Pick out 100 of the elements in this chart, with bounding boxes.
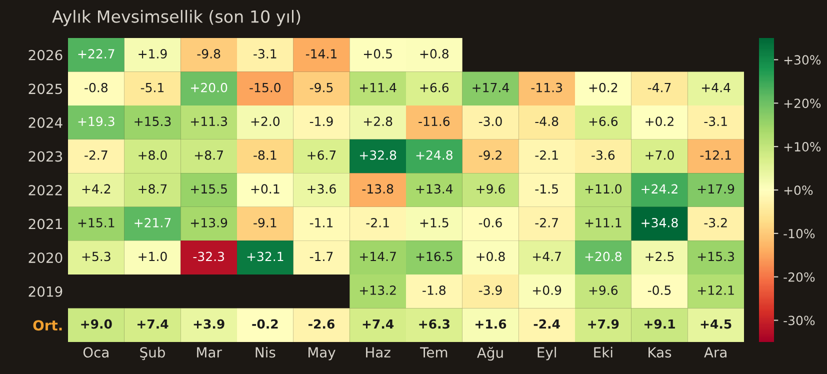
y-tick-label: 2026 — [28, 50, 62, 60]
y-tick-label: Ort. — [33, 320, 62, 331]
data-label: +22.7 — [78, 49, 114, 58]
x-tick-label: Haz — [366, 347, 390, 358]
data-label: -9.1 — [254, 218, 276, 228]
data-label: +0.1 — [251, 184, 280, 194]
x-tick-label: Kas — [648, 347, 672, 358]
data-label: +11.1 — [585, 218, 622, 228]
data-label: +34.8 — [642, 218, 678, 228]
data-label: +7.9 — [588, 319, 619, 329]
data-label: +8.7 — [138, 184, 167, 194]
data-label: -1.5 — [535, 184, 558, 194]
data-label: +14.7 — [360, 252, 396, 262]
data-label: +9.6 — [589, 286, 618, 295]
data-label: -0.5 — [648, 286, 671, 295]
color-bar-label: -30% — [784, 316, 815, 326]
data-label: +32.1 — [247, 252, 284, 262]
data-label: +9.6 — [476, 184, 505, 194]
data-label: +6.6 — [420, 82, 449, 92]
data-label: +20.8 — [585, 252, 622, 262]
data-label: -2.4 — [534, 319, 560, 329]
x-tick-label: Şub — [140, 346, 165, 360]
data-label: +4.2 — [82, 184, 110, 194]
x-tick-label: Ara — [704, 347, 726, 358]
data-label: +1.9 — [138, 49, 167, 59]
data-label: -11.3 — [531, 82, 562, 92]
data-label: +17.9 — [698, 184, 734, 194]
data-label: +7.4 — [138, 319, 168, 329]
data-label: -9.2 — [478, 150, 502, 160]
data-label: -32.3 — [193, 252, 224, 262]
data-label: +15.3 — [134, 116, 171, 126]
data-label: -2.7 — [535, 218, 558, 228]
data-label: +13.9 — [191, 218, 228, 228]
data-label: -3.9 — [478, 286, 502, 295]
x-tick-label: May — [308, 347, 336, 360]
x-tick-label: Eki — [594, 346, 612, 358]
data-label: -3.2 — [704, 218, 727, 228]
data-label: +15.3 — [698, 252, 734, 262]
y-tick-label: 2025 — [28, 84, 62, 94]
data-label: +4.4 — [702, 83, 730, 92]
color-bar-label: +20% — [784, 98, 821, 108]
data-label: +16.5 — [416, 252, 452, 262]
data-label: +4.7 — [532, 252, 561, 262]
data-label: +3.9 — [194, 319, 224, 329]
data-label: -3.0 — [478, 116, 502, 126]
data-label: -12.1 — [700, 150, 731, 160]
data-label: +1.6 — [476, 319, 506, 329]
data-label: +9.1 — [644, 319, 675, 329]
data-label: +0.9 — [532, 286, 562, 295]
y-tick-label: 2020 — [28, 252, 62, 264]
data-label: +0.8 — [476, 252, 505, 262]
data-label: -2.1 — [366, 218, 389, 228]
color-bar-label: +0% — [784, 185, 813, 195]
data-label: -1.9 — [310, 116, 333, 126]
data-label: -15.0 — [250, 82, 281, 92]
data-label: +3.6 — [308, 184, 336, 194]
x-tick-label: Nis — [256, 346, 276, 358]
color-bar-label: -20% — [784, 272, 815, 282]
color-bar-label: -10% — [784, 228, 815, 238]
data-label: +6.7 — [308, 150, 336, 160]
data-label: -1.1 — [310, 218, 333, 228]
data-label: +0.5 — [364, 49, 392, 59]
data-label: +8.7 — [194, 150, 223, 160]
data-label: +11.3 — [191, 116, 227, 126]
data-label: +0.8 — [420, 49, 448, 59]
data-label: -11.6 — [418, 116, 450, 126]
y-tick-label: 2021 — [28, 218, 62, 230]
data-label: +11.0 — [585, 184, 622, 194]
data-label: +9.0 — [81, 319, 112, 329]
y-tick-label: 2024 — [28, 117, 62, 128]
data-label: +1.0 — [138, 252, 167, 262]
data-label: +15.1 — [78, 218, 114, 228]
data-label: +24.8 — [416, 150, 452, 160]
data-label: -4.8 — [535, 116, 558, 126]
data-label: +13.2 — [360, 286, 396, 295]
data-label: -14.1 — [306, 49, 337, 58]
data-label: +4.5 — [700, 319, 732, 329]
data-label: -3.6 — [592, 150, 615, 160]
data-label: +7.4 — [362, 319, 394, 329]
data-label: +2.5 — [646, 252, 674, 262]
data-label: +32.8 — [360, 150, 396, 160]
x-tick-label: Eyl — [538, 346, 556, 360]
data-label: -0.8 — [84, 82, 108, 92]
data-label: +13.4 — [416, 184, 453, 194]
data-label: +2.0 — [251, 116, 280, 126]
data-label: -1.7 — [310, 252, 333, 262]
data-label: +0.2 — [589, 82, 618, 92]
chart-title: Aylık Mevsimsellik (son 10 yıl) — [52, 10, 300, 26]
data-label: -9.5 — [310, 82, 333, 92]
data-label: -1.8 — [422, 286, 446, 295]
x-tick-label: Ağu — [477, 346, 503, 361]
data-label: +0.2 — [646, 116, 674, 126]
data-label: +7.0 — [646, 150, 674, 160]
data-label: +17.4 — [472, 83, 509, 92]
x-tick-label: Tem — [420, 347, 448, 358]
data-label: -8.1 — [254, 150, 276, 160]
y-tick-label: 2019 — [28, 286, 62, 297]
color-bar-label: +30% — [784, 55, 821, 65]
data-label: +21.7 — [134, 218, 171, 228]
data-label: -0.2 — [252, 319, 278, 329]
